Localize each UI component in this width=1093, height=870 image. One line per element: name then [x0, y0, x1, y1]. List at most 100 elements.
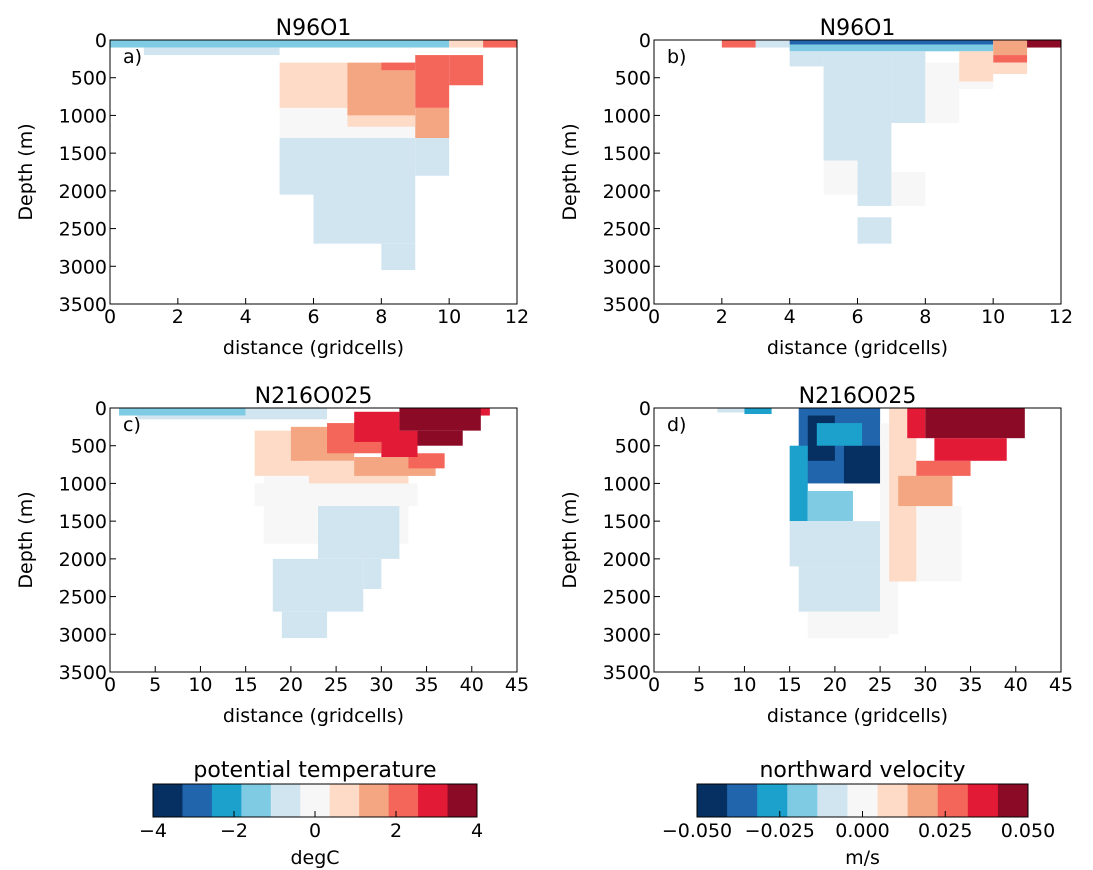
x-tick-label: 15 [234, 674, 258, 696]
x-tick-label: 20 [279, 674, 303, 696]
cell [721, 40, 756, 48]
panel-title: N216O025 [799, 384, 917, 409]
colorbar-swatch [817, 784, 848, 817]
x-tick-label: 40 [1004, 674, 1028, 696]
y-tick-label: 2000 [59, 181, 107, 203]
cell [449, 55, 484, 86]
colorbar-swatch [757, 784, 788, 817]
y-tick-label: 3500 [603, 294, 651, 316]
colorbar-tick-label: −0.050 [662, 820, 732, 842]
colorbar-swatch [787, 784, 818, 817]
y-tick-label: 500 [615, 68, 651, 90]
x-tick-label: 4 [784, 306, 796, 328]
y-tick-label: 0 [95, 30, 107, 52]
colorbar-swatch [447, 784, 478, 817]
cell [417, 430, 463, 446]
y-tick-label: 2500 [603, 587, 651, 609]
x-tick-label: 0 [104, 674, 116, 696]
cell [993, 55, 1028, 63]
colorbar-label: degC [290, 847, 339, 869]
x-tick-label: 2 [716, 306, 728, 328]
y-tick-label: 0 [639, 398, 651, 420]
y-tick-label: 500 [615, 436, 651, 458]
cell [755, 40, 790, 48]
axes-frame [653, 407, 1062, 673]
cell [916, 460, 971, 476]
y-tick-label: 3000 [603, 624, 651, 646]
x-tick-label: 10 [437, 306, 461, 328]
cell [137, 415, 328, 420]
cell [789, 51, 824, 67]
cell [891, 51, 926, 123]
panel-label: a) [123, 46, 142, 68]
cell [272, 558, 364, 612]
x-tick-label: 35 [414, 674, 438, 696]
y-tick-label: 2500 [59, 587, 107, 609]
x-tick-label: 12 [1049, 306, 1073, 328]
cell [807, 611, 890, 639]
x-tick-label: 25 [868, 674, 892, 696]
x-tick-label: 4 [240, 306, 252, 328]
cell [347, 62, 416, 116]
y-tick-label: 3000 [603, 256, 651, 278]
panel-title: N96O1 [276, 16, 352, 41]
colorbar-swatch [967, 784, 999, 817]
cell [823, 160, 858, 195]
colorbar-tick-label: −4 [139, 820, 167, 842]
cell [110, 40, 450, 48]
x-tick-label: 25 [324, 674, 348, 696]
cell [483, 40, 517, 48]
cell [934, 438, 1007, 461]
y-tick-label: 1500 [603, 511, 651, 533]
y-tick-label: 1000 [603, 473, 651, 495]
colorbar-swatch [270, 784, 301, 817]
panel-title: N96O1 [820, 16, 896, 41]
cell [279, 138, 314, 195]
y-tick-label: 3500 [59, 294, 107, 316]
x-axis-label: distance (gridcells) [767, 705, 948, 727]
x-tick-label: 2 [172, 306, 184, 328]
colorbar-swatch [153, 784, 183, 817]
colorbar-swatch [359, 784, 390, 817]
cell [744, 408, 772, 415]
colorbar-tick-label: 0.000 [835, 820, 889, 842]
y-tick-label: 2000 [59, 549, 107, 571]
x-tick-label: 45 [1049, 674, 1073, 696]
y-tick-label: 2500 [59, 219, 107, 241]
colorbar-swatch [182, 784, 213, 817]
x-axis-label: distance (gridcells) [223, 705, 404, 727]
cell [959, 51, 994, 82]
cell [449, 40, 484, 48]
colorbar-title: potential temperature [193, 758, 436, 783]
y-tick-label: 500 [71, 436, 107, 458]
x-tick-label: 10 [981, 306, 1005, 328]
x-tick-label: 40 [460, 674, 484, 696]
colorbar-tick-label: 2 [390, 820, 402, 842]
colorbar-swatch [241, 784, 272, 817]
colorbar-swatch [211, 784, 242, 817]
x-tick-label: 0 [104, 306, 116, 328]
x-tick-label: 6 [307, 306, 319, 328]
colorbar-tick-label: 0.050 [1001, 820, 1055, 842]
colorbar-tick-label: 0 [309, 820, 321, 842]
y-tick-label: 3500 [59, 662, 107, 684]
x-tick-label: 0 [648, 674, 660, 696]
cell [898, 475, 953, 507]
y-tick-label: 500 [71, 68, 107, 90]
cell [798, 566, 881, 612]
colorbar-label: m/s [845, 847, 880, 869]
x-axis-label: distance (gridcells) [223, 337, 404, 359]
cell [281, 611, 328, 639]
cell [119, 408, 246, 416]
y-tick-label: 2000 [603, 181, 651, 203]
cell [415, 55, 450, 108]
colorbar-tick-label: −0.025 [745, 820, 815, 842]
y-tick-label: 1000 [59, 473, 107, 495]
cell [363, 558, 382, 590]
x-tick-label: 35 [958, 674, 982, 696]
y-tick-label: 2500 [603, 219, 651, 241]
y-tick-label: 1000 [59, 105, 107, 127]
cell [279, 62, 348, 108]
cell [916, 506, 962, 582]
cell [263, 475, 309, 507]
